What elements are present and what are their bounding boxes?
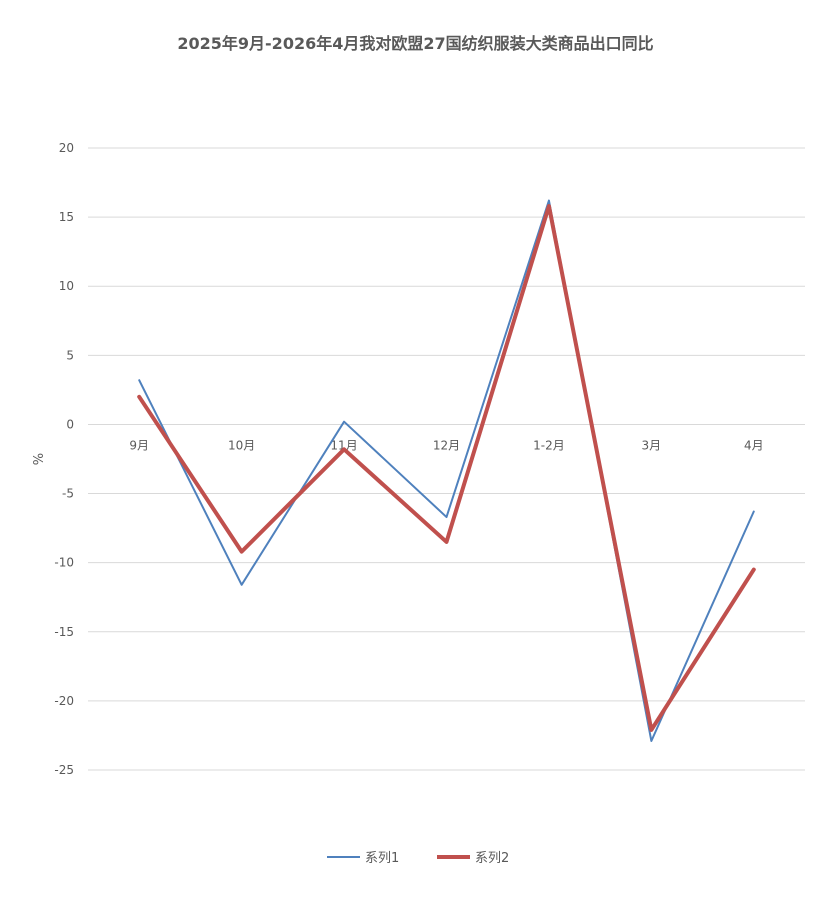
x-tick-label: 4月: [744, 438, 764, 452]
y-tick-label: 20: [59, 141, 74, 155]
y-tick-label: -15: [54, 625, 74, 639]
series-line-2: [137, 204, 756, 732]
y-tick-label: -25: [54, 763, 74, 777]
x-tick-label: 11月: [330, 438, 357, 452]
y-tick-label: 10: [59, 279, 74, 293]
gridlines: [88, 147, 805, 771]
x-tick-label: 3月: [642, 438, 662, 452]
y-tick-label: -20: [54, 694, 74, 708]
legend: 系列1 系列2: [327, 851, 509, 866]
y-tick-label: 0: [66, 417, 74, 431]
y-axis-ticks: 20 15 10 5 0 -5 -10 -15 -20 -25: [54, 141, 74, 777]
chart-title: 2025年9月-2026年4月我对欧盟27国纺织服装大类商品出口同比: [177, 34, 654, 53]
x-tick-label: 10月: [228, 438, 255, 452]
series-line-1: [138, 199, 755, 742]
legend-label: 系列1: [365, 851, 399, 866]
x-tick-label: 9月: [129, 438, 149, 452]
x-tick-label: 1-2月: [533, 438, 565, 452]
y-tick-label: 15: [59, 210, 74, 224]
y-tick-label: -10: [54, 556, 74, 570]
y-tick-label: -5: [62, 487, 74, 501]
series-lines: [137, 199, 756, 742]
legend-label: 系列2: [475, 851, 509, 866]
y-axis-label: %: [32, 453, 47, 465]
x-tick-label: 12月: [433, 438, 460, 452]
y-tick-label: 5: [66, 348, 74, 362]
x-axis-ticks: 9月 10月 11月 12月 1-2月 3月 4月: [129, 438, 763, 452]
